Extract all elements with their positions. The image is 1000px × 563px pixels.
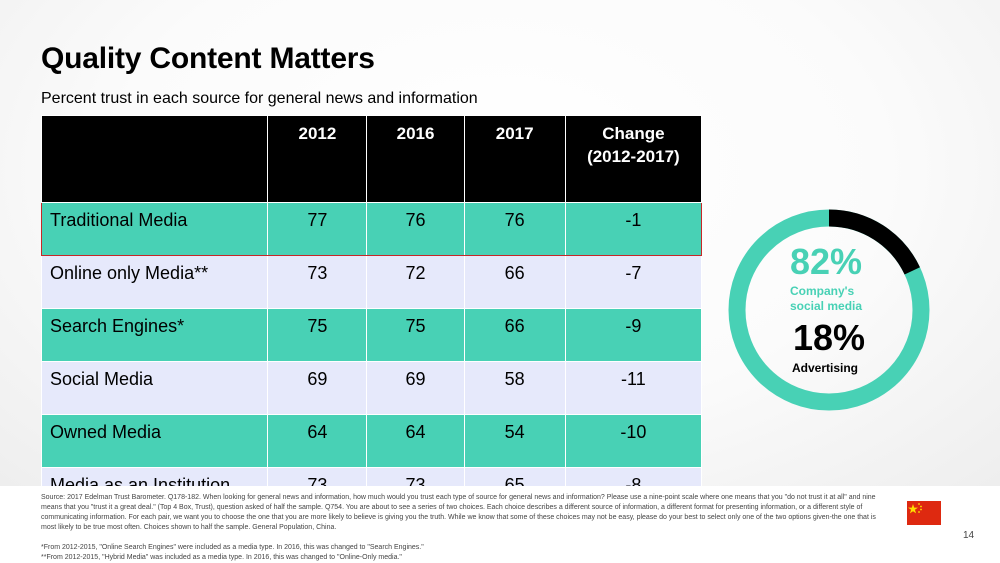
table-row: Social Media 69 69 58 -11 [40,361,703,415]
page-title: Quality Content Matters [41,42,375,75]
table-row: Owned Media 64 64 54 -10 [40,414,703,468]
cell-2017: 66 [463,308,566,362]
footnote-online-media: **From 2012-2015, "Hybrid Media" was inc… [41,554,402,561]
header-blank [40,115,269,203]
cell-change: -9 [564,308,703,362]
donut-chart [728,209,930,411]
header-change-line1: Change [602,124,665,143]
cell-change: -10 [564,414,703,468]
header-2017: 2017 [463,115,566,203]
donut-secondary-arc [728,209,930,411]
table-header-row: 2012 2016 2017 Change (2012-2017) [40,115,703,203]
cell-2012: 77 [267,202,368,256]
cell-2017: 58 [463,361,566,415]
china-flag-icon [907,501,941,525]
row-label: Online only Media** [40,255,269,309]
cell-2016: 69 [366,361,465,415]
source-note: Source: 2017 Edelman Trust Barometer. Q1… [41,494,876,531]
cell-2016: 76 [366,202,465,256]
cell-2017: 66 [463,255,566,309]
table-row: Online only Media** 73 72 66 -7 [40,255,703,309]
cell-2017: 76 [463,202,566,256]
cell-change: -7 [564,255,703,309]
cell-change: -1 [564,202,703,256]
page-subtitle: Percent trust in each source for general… [41,90,478,107]
row-label: Search Engines* [40,308,269,362]
donut-primary-label: Company's social media [790,284,862,314]
footer [0,486,1000,563]
trust-table: 2012 2016 2017 Change (2012-2017) Tradit… [40,115,703,521]
donut-primary-label-line1: Company's [790,284,855,298]
table-row: Search Engines* 75 75 66 -9 [40,308,703,362]
cell-2016: 75 [366,308,465,362]
cell-2012: 64 [267,414,368,468]
header-change: Change (2012-2017) [564,115,703,203]
row-label: Owned Media [40,414,269,468]
table-row: Traditional Media 77 76 76 -1 [40,202,703,256]
donut-primary-label-line2: social media [790,299,863,313]
header-2016: 2016 [366,115,465,203]
cell-2012: 75 [267,308,368,362]
header-2012: 2012 [267,115,368,203]
donut-primary-percent: 82% [790,241,863,282]
cell-2012: 69 [267,361,368,415]
cell-change: -11 [564,361,703,415]
cell-2012: 73 [267,255,368,309]
donut-secondary-percent: 18% [793,317,866,358]
footnote-search-engines: *From 2012-2015, "Online Search Engines"… [41,544,424,551]
page-number: 14 [963,530,975,541]
row-label: Social Media [40,361,269,415]
donut-secondary-label: Advertising [792,361,859,375]
cell-2016: 64 [366,414,465,468]
cell-2017: 54 [463,414,566,468]
row-label: Traditional Media [40,202,269,256]
cell-2016: 72 [366,255,465,309]
header-change-line2: (2012-2017) [587,147,680,166]
